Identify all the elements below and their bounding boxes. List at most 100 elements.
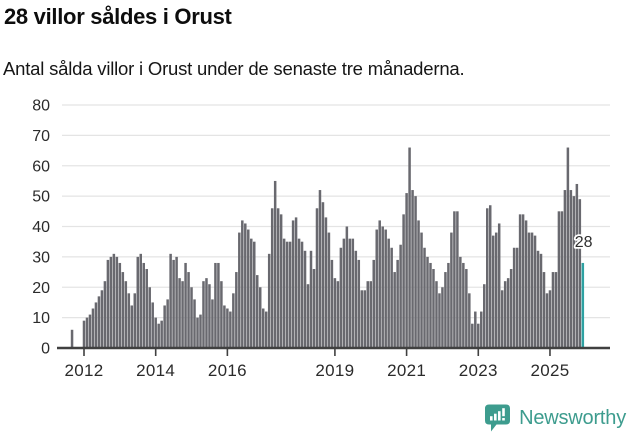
bar [145, 269, 148, 348]
bar [548, 290, 552, 348]
bar [530, 232, 534, 348]
bar [196, 317, 199, 349]
bar [429, 262, 432, 348]
brand-name: Newsworthy [519, 406, 626, 429]
bar [345, 226, 349, 348]
bar [453, 211, 456, 348]
bar [214, 262, 217, 348]
bar [432, 269, 435, 348]
y-axis-tick-label: 20 [32, 280, 50, 297]
bar [384, 229, 387, 348]
y-axis-tick-label: 60 [32, 158, 50, 175]
x-axis-tick-label: 2019 [315, 361, 354, 380]
bar [241, 220, 244, 348]
highlight-value-label: 28 [575, 234, 593, 251]
newsworthy-logo-icon [485, 404, 511, 431]
bar [357, 259, 361, 348]
bar [575, 183, 579, 348]
y-axis-tick-label: 0 [41, 341, 50, 358]
bar [238, 232, 241, 348]
bar [208, 284, 211, 348]
bar [106, 259, 110, 348]
bar [509, 269, 513, 348]
bar [220, 281, 223, 349]
bar [264, 311, 268, 348]
bar [387, 238, 390, 348]
bar [527, 232, 531, 348]
bar [536, 250, 540, 348]
bar [70, 329, 74, 349]
gridlines [62, 104, 610, 319]
bar [226, 308, 229, 348]
bar [250, 238, 253, 348]
bar [279, 214, 283, 348]
bar [557, 211, 561, 348]
bar [491, 235, 495, 348]
bar [139, 253, 142, 348]
bar [303, 250, 307, 348]
bar [160, 320, 163, 348]
bar [474, 311, 477, 348]
bar [223, 305, 226, 348]
bar-chart: 0 10 20 30 40 50 60 70 80 2012 2014 2016 2019 2021 202… [32, 98, 610, 380]
bar [244, 223, 247, 348]
bar [100, 290, 104, 348]
bar [569, 190, 573, 348]
bar [202, 281, 205, 349]
bar [327, 232, 331, 348]
bar [459, 256, 462, 349]
bar [405, 193, 408, 348]
bar [348, 238, 352, 348]
bar [115, 256, 119, 349]
y-axis-tick-label: 30 [32, 249, 50, 266]
bar [438, 293, 441, 348]
bar [127, 293, 131, 348]
bar [339, 247, 343, 348]
bar [554, 272, 558, 348]
bar [118, 262, 122, 348]
bar [396, 259, 399, 348]
bar [315, 208, 319, 348]
bar [333, 278, 337, 348]
bar [175, 256, 178, 349]
bar [515, 247, 519, 348]
bar [205, 278, 208, 348]
bar [351, 238, 355, 348]
bar [258, 287, 262, 348]
bar [211, 299, 214, 348]
bar [94, 302, 98, 348]
bar [494, 232, 498, 348]
bar [354, 250, 358, 348]
bar [363, 290, 367, 348]
bar [450, 232, 453, 348]
bar [321, 202, 325, 348]
bar [88, 314, 92, 348]
x-axis-tick-label: 2021 [387, 361, 426, 380]
bar [148, 287, 151, 348]
newsworthy-brand-link[interactable]: Newsworthy [484, 401, 626, 435]
bar [539, 253, 543, 348]
x-axis: 2012 2014 2016 2019 2021 2023 2025 [57, 346, 610, 380]
bar [423, 247, 426, 348]
bar [399, 244, 402, 348]
bar [312, 269, 316, 348]
bar [542, 272, 546, 348]
bar [294, 217, 298, 348]
bar [273, 180, 277, 348]
bar [261, 308, 265, 348]
bar [506, 278, 510, 348]
bar [103, 281, 107, 349]
bar [109, 256, 113, 349]
bar [309, 250, 313, 348]
bars [70, 147, 585, 349]
bar [270, 208, 274, 348]
bar [411, 190, 414, 348]
bar [414, 196, 417, 349]
bar [151, 302, 154, 348]
bar [488, 205, 492, 348]
bar [486, 208, 489, 348]
bar [578, 199, 582, 348]
bar [533, 235, 537, 348]
bar [172, 259, 175, 348]
bar [381, 226, 384, 348]
